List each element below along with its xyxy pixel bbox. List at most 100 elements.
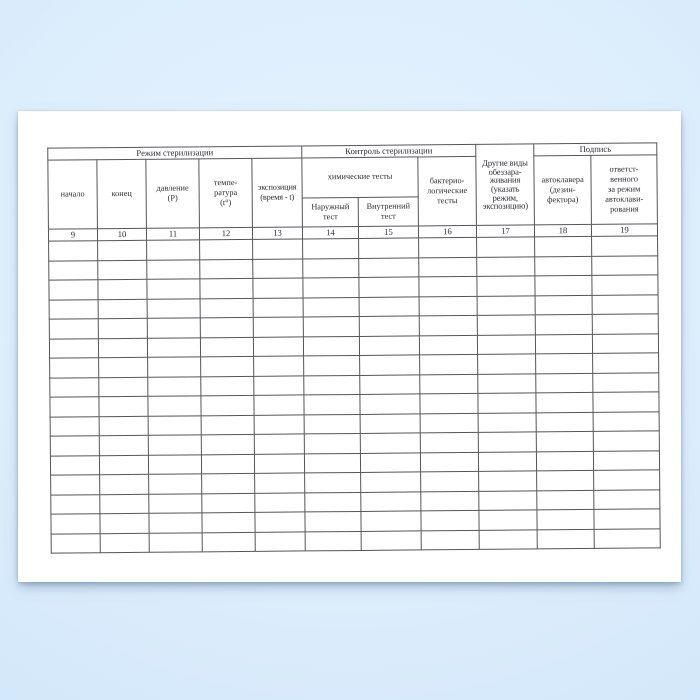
empty-log-cell [253,297,304,318]
empty-log-cell [419,373,478,394]
empty-log-cell [147,376,201,397]
empty-log-cell [591,235,658,256]
empty-log-cell [303,335,360,356]
empty-log-cell [592,372,659,393]
empty-log-cell [98,318,148,339]
empty-log-cell [302,257,359,278]
empty-log-cell [201,453,255,474]
empty-log-cell [536,489,594,510]
empty-log-cell [536,431,594,452]
empty-log-cell [360,491,421,512]
empty-log-cell [535,372,593,393]
empty-log-cell [536,411,594,432]
empty-log-cell [254,511,306,532]
empty-log-cell [199,239,253,260]
empty-log-cell [50,455,100,476]
sterilization-log-table: Режим стерилизации Контроль стерилизации… [47,142,661,554]
column-number: 15 [358,225,419,239]
empty-log-cell [146,259,200,280]
empty-log-cell [98,357,148,378]
empty-log-cell [49,338,99,359]
column-header-temperature: темпе- ратура (t°) [198,158,253,228]
empty-log-cell [147,356,201,377]
empty-log-cell [593,508,661,529]
empty-log-cell [201,473,255,494]
column-number: 14 [302,226,359,239]
empty-log-cell [358,237,419,258]
column-header-start: начало [47,159,98,230]
empty-log-cell [534,236,592,257]
empty-log-cell [252,238,303,259]
empty-log-cell [358,276,420,297]
empty-log-cell [419,295,478,316]
empty-log-cell [97,279,148,300]
empty-log-cell [477,392,537,413]
column-header-end: конец [96,159,147,229]
empty-log-cell [359,354,420,375]
empty-log-cell [99,415,149,436]
empty-log-cell [420,510,480,531]
empty-log-cell [476,236,535,257]
empty-log-cell [98,298,148,319]
empty-log-cell [147,395,202,416]
empty-log-cell [304,472,361,493]
empty-log-cell [361,530,422,551]
empty-log-cell [360,413,421,434]
empty-log-cell [420,412,479,433]
empty-log-cell [420,490,479,511]
empty-log-cell [360,471,421,492]
empty-log-cell [476,275,536,296]
empty-log-cell [535,314,593,335]
empty-log-cell [359,374,420,395]
empty-log-cell [303,394,361,415]
empty-log-cell [592,294,659,315]
empty-log-cell [593,450,660,471]
empty-log-cell [591,274,659,295]
empty-log-cell [146,239,200,260]
empty-log-cell [200,356,254,377]
empty-log-cell [477,353,536,374]
empty-log-cell [49,318,99,339]
column-header-exposure: экспозиция (время - t) [251,157,303,228]
empty-log-cell [98,376,148,397]
empty-log-cell [48,260,98,281]
empty-log-cell [50,416,100,437]
empty-log-cell [200,375,254,396]
empty-log-cell [534,275,593,296]
empty-log-cell [50,435,100,456]
column-number: 19 [591,223,658,237]
empty-log-cell [304,413,361,434]
empty-log-cell [253,336,304,357]
empty-log-cell [99,454,149,475]
column-number: 9 [48,228,98,242]
empty-log-cell [146,278,201,299]
column-number: 10 [97,228,147,241]
empty-log-cell [99,493,149,514]
column-header-chemical-tests: химические тесты [301,156,419,198]
empty-log-cell [49,357,99,378]
empty-log-cell [477,314,536,335]
empty-log-cell [147,337,201,358]
empty-log-cell [419,354,478,375]
empty-log-cell [592,313,659,334]
column-header-other-disinfection: Другие виды обеззара- живания (указать р… [475,143,535,226]
empty-log-cell [252,258,303,279]
empty-log-cell [536,509,595,530]
empty-log-cell [303,296,360,317]
column-number: 17 [476,224,535,238]
empty-log-cell [421,529,480,550]
empty-log-cell [148,454,202,475]
empty-log-cell [592,391,660,412]
empty-log-cell [97,259,147,280]
empty-log-cell [48,279,99,300]
empty-log-cell [200,336,254,357]
empty-log-cell [200,317,254,338]
empty-log-cell [147,317,201,338]
empty-log-cell [49,377,99,398]
column-header-inner-test: Внутренний тест [358,196,419,227]
empty-log-cell [254,453,305,474]
column-number: 16 [418,225,477,238]
empty-log-cell [302,238,359,259]
empty-log-cell [201,512,256,533]
empty-log-cell [476,256,535,277]
